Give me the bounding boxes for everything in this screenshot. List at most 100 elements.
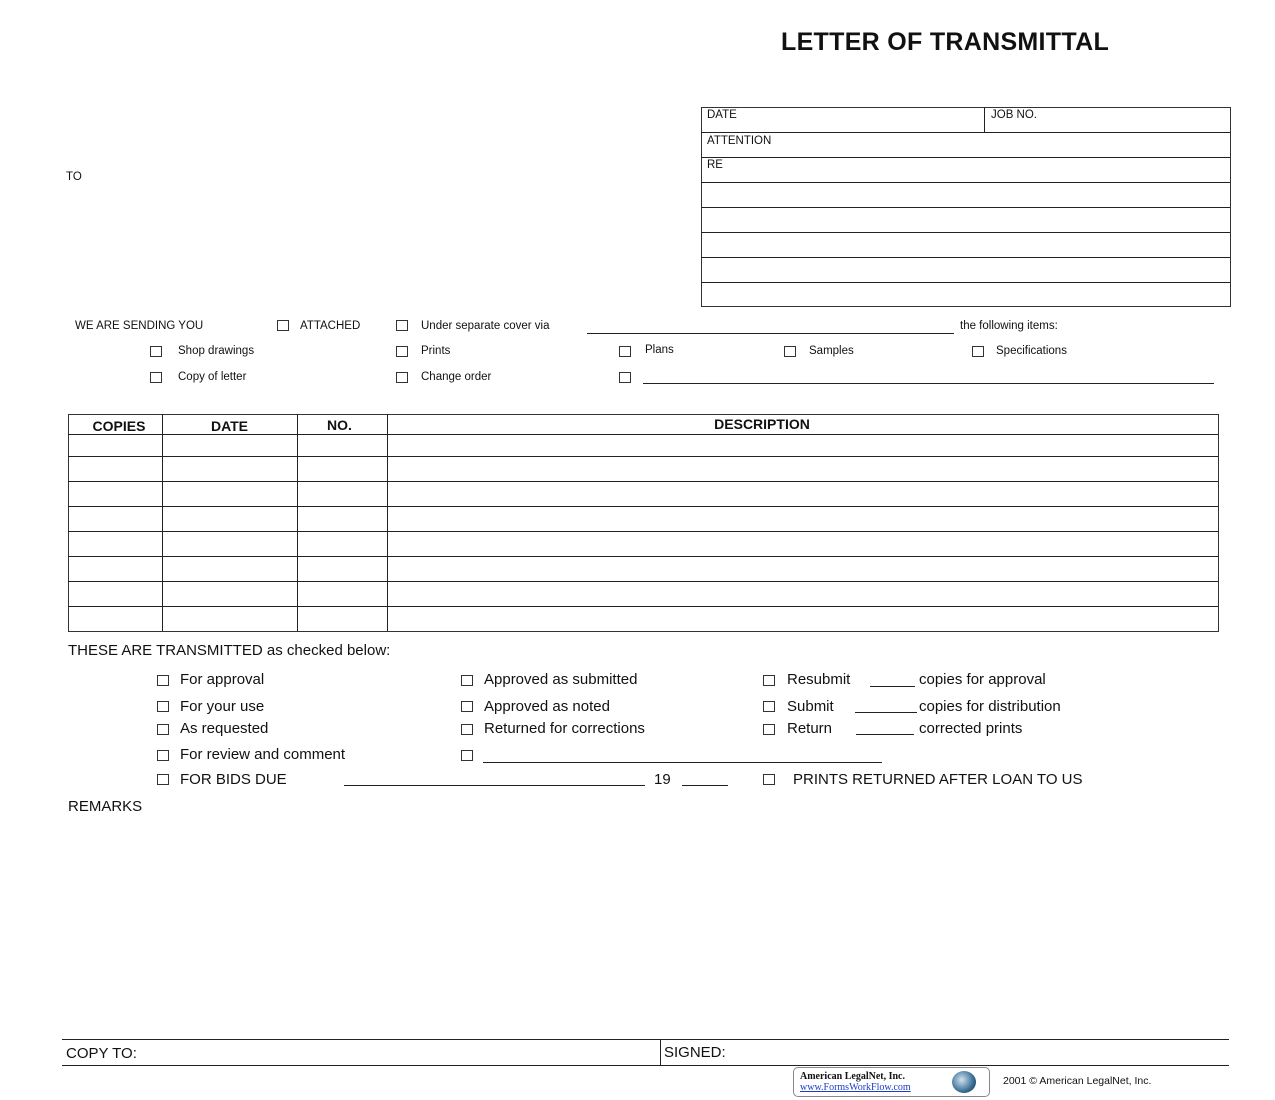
attention-field-label: ATTENTION [707, 135, 772, 147]
samples-checkbox[interactable] [784, 346, 796, 357]
divider [387, 414, 388, 631]
change-order-label: Change order [421, 371, 492, 383]
return-checkbox[interactable] [763, 724, 775, 735]
review-comment-label: For review and comment [180, 746, 346, 763]
approved-submitted-label: Approved as submitted [484, 671, 638, 688]
resubmit-suffix: copies for approval [919, 671, 1046, 688]
to-label: TO [66, 171, 82, 183]
approved-submitted-checkbox[interactable] [461, 675, 473, 686]
copyright: 2001 © American LegalNet, Inc. [1003, 1075, 1152, 1087]
return-label: Return [787, 720, 833, 737]
divider [701, 282, 1230, 283]
returned-corrections-checkbox[interactable] [461, 724, 473, 735]
copy-of-letter-label: Copy of letter [178, 371, 247, 383]
job-no-field-label: JOB NO. [991, 109, 1038, 121]
american-legalnet-logo: American LegalNet, Inc. www.FormsWorkFlo… [793, 1067, 990, 1097]
copy-to-label: COPY TO: [66, 1045, 137, 1062]
separate-cover-checkbox[interactable] [396, 320, 408, 331]
specifications-label: Specifications [996, 345, 1067, 357]
bids-due-date-input[interactable] [344, 785, 645, 786]
items-table [68, 414, 1219, 632]
column-header-no: NO. [327, 417, 352, 433]
submit-copies-input[interactable] [855, 712, 917, 713]
table-row[interactable] [68, 606, 1218, 607]
for-approval-label: For approval [180, 671, 265, 688]
divider [660, 1039, 661, 1065]
table-row[interactable] [68, 481, 1218, 482]
sending-label: WE ARE SENDING YOU [75, 320, 204, 332]
divider [701, 182, 1230, 183]
prints-label: Prints [421, 345, 451, 357]
separate-cover-label: Under separate cover via [421, 320, 550, 332]
logo-url-link[interactable]: www.FormsWorkFlow.com [800, 1082, 911, 1093]
table-row[interactable] [68, 434, 1218, 435]
divider [701, 157, 1230, 158]
other-item-input[interactable] [643, 383, 1214, 384]
approved-noted-checkbox[interactable] [461, 701, 473, 712]
submit-suffix: copies for distribution [919, 698, 1061, 715]
plans-label: Plans [645, 344, 674, 356]
following-items-label: the following items: [960, 320, 1058, 332]
shop-drawings-label: Shop drawings [178, 345, 255, 357]
separate-cover-input[interactable] [587, 333, 954, 334]
divider [297, 414, 298, 631]
table-row[interactable] [68, 581, 1218, 582]
resubmit-checkbox[interactable] [763, 675, 775, 686]
divider [701, 207, 1230, 208]
bids-due-year-input[interactable] [682, 785, 728, 786]
attached-label: ATTACHED [300, 320, 361, 332]
globe-icon [952, 1071, 976, 1093]
divider [62, 1065, 1229, 1066]
table-row[interactable] [68, 506, 1218, 507]
shop-drawings-checkbox[interactable] [150, 346, 162, 357]
for-your-use-label: For your use [180, 698, 265, 715]
bids-due-label: FOR BIDS DUE [180, 771, 287, 788]
submit-checkbox[interactable] [763, 701, 775, 712]
other-transmittal-checkbox[interactable] [461, 750, 473, 761]
samples-label: Samples [809, 345, 854, 357]
prints-checkbox[interactable] [396, 346, 408, 357]
logo-name: American LegalNet, Inc. [800, 1071, 905, 1082]
transmitted-label: THESE ARE TRANSMITTED as checked below: [68, 642, 391, 659]
column-header-date: DATE [210, 418, 249, 434]
remarks-label: REMARKS [68, 798, 143, 815]
as-requested-checkbox[interactable] [157, 724, 169, 735]
specifications-checkbox[interactable] [972, 346, 984, 357]
other-item-checkbox[interactable] [619, 372, 631, 383]
divider [701, 257, 1230, 258]
return-copies-input[interactable] [856, 734, 914, 735]
copy-of-letter-checkbox[interactable] [150, 372, 162, 383]
as-requested-label: As requested [180, 720, 269, 737]
submit-label: Submit [787, 698, 834, 715]
divider [62, 1039, 1229, 1040]
prints-returned-label: PRINTS RETURNED AFTER LOAN TO US [793, 771, 1083, 788]
bids-due-checkbox[interactable] [157, 774, 169, 785]
return-suffix: corrected prints [919, 720, 1023, 737]
prints-returned-checkbox[interactable] [763, 774, 775, 785]
table-row[interactable] [68, 531, 1218, 532]
divider [701, 132, 1230, 133]
for-your-use-checkbox[interactable] [157, 701, 169, 712]
divider [984, 107, 985, 132]
resubmit-label: Resubmit [787, 671, 851, 688]
change-order-checkbox[interactable] [396, 372, 408, 383]
form-title: LETTER OF TRANSMITTAL [781, 28, 1110, 56]
resubmit-copies-input[interactable] [870, 686, 915, 687]
column-header-description: DESCRIPTION [714, 416, 810, 432]
review-comment-checkbox[interactable] [157, 750, 169, 761]
divider [162, 414, 163, 631]
for-approval-checkbox[interactable] [157, 675, 169, 686]
approved-noted-label: Approved as noted [484, 698, 610, 715]
divider [701, 232, 1230, 233]
re-field-label: RE [707, 159, 723, 171]
table-row[interactable] [68, 556, 1218, 557]
returned-corrections-label: Returned for corrections [484, 720, 645, 737]
plans-checkbox[interactable] [619, 346, 631, 357]
other-transmittal-input[interactable] [483, 762, 882, 763]
column-header-copies: COPIES [92, 418, 146, 434]
table-row[interactable] [68, 456, 1218, 457]
signed-label: SIGNED: [664, 1044, 726, 1061]
date-field-label: DATE [707, 109, 737, 121]
year-prefix: 19 [654, 771, 671, 788]
attached-checkbox[interactable] [277, 320, 289, 331]
